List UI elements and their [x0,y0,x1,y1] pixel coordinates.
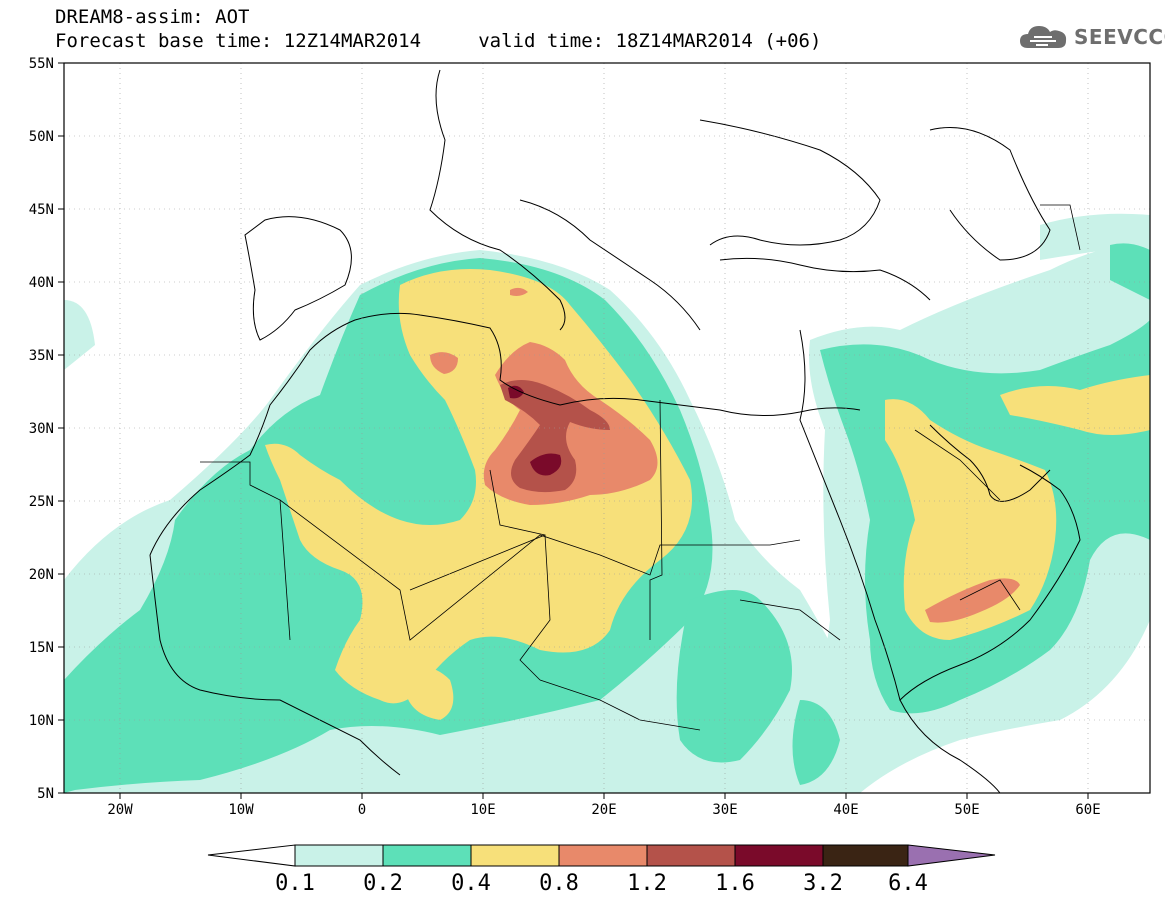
colorbar-label: 0.8 [539,871,579,896]
lat-label: 55N [29,56,54,72]
graticule [64,63,1150,793]
longitude-labels: 20W 10W 0 10E 20E 30E 40E 50E 60E [107,802,1100,818]
colorbar-segment [294,844,384,867]
lat-label: 45N [29,202,54,218]
colorbar-segment [646,844,736,867]
colorbar-segment [470,844,560,867]
lat-label: 50N [29,129,54,145]
axis-ticks [58,62,1089,799]
lat-label: 20N [29,567,54,583]
aot-level-1.2 [500,380,610,493]
map-title: DREAM8-assim: AOT [55,6,250,28]
seevccc-logo: SEEVCCC [1018,22,1165,52]
logo-text: SEEVCCC [1074,25,1165,49]
latitude-labels: 55N 50N 45N 40N 35N 30N 25N 20N 15N 10N … [29,56,54,802]
country-borders [200,204,1081,731]
colorbar-label: 0.2 [363,871,403,896]
lon-label: 40E [833,802,858,818]
colorbar-segment [558,844,648,867]
lon-label: 20W [107,802,133,818]
colorbar-segment [734,844,824,867]
cloud-icon [1020,26,1067,48]
lon-label: 50E [954,802,979,818]
colorbar-segment-below [207,844,296,867]
coastlines [149,69,1081,793]
lon-label: 10W [228,802,254,818]
lon-label: 30E [712,802,737,818]
lat-label: 40N [29,275,54,291]
lon-label: 0 [358,802,366,818]
lon-label: 10E [470,802,495,818]
map-subtitle: Forecast base time: 12Z14MAR2014 valid t… [55,30,822,52]
colorbar-segment-above [907,844,996,867]
colorbar: 0.1 0.2 0.4 0.8 1.2 1.6 3.2 6.4 [207,844,996,896]
colorbar-segment [382,844,472,867]
lon-label: 20E [591,802,616,818]
colorbar-label: 3.2 [803,871,843,896]
lat-label: 25N [29,494,54,510]
lat-label: 30N [29,421,54,437]
lat-label: 10N [29,713,54,729]
lat-label: 5N [37,786,54,802]
aot-contour-fields [64,63,1150,793]
colorbar-label: 1.2 [627,871,667,896]
colorbar-label: 0.4 [451,871,491,896]
colorbar-segment [822,844,909,867]
colorbar-label: 0.1 [275,871,315,896]
lat-label: 35N [29,348,54,364]
aot-level-1.6 [508,385,562,476]
lat-label: 15N [29,640,54,656]
colorbar-label: 6.4 [888,871,928,896]
colorbar-label: 1.6 [715,871,755,896]
lon-label: 60E [1075,802,1100,818]
